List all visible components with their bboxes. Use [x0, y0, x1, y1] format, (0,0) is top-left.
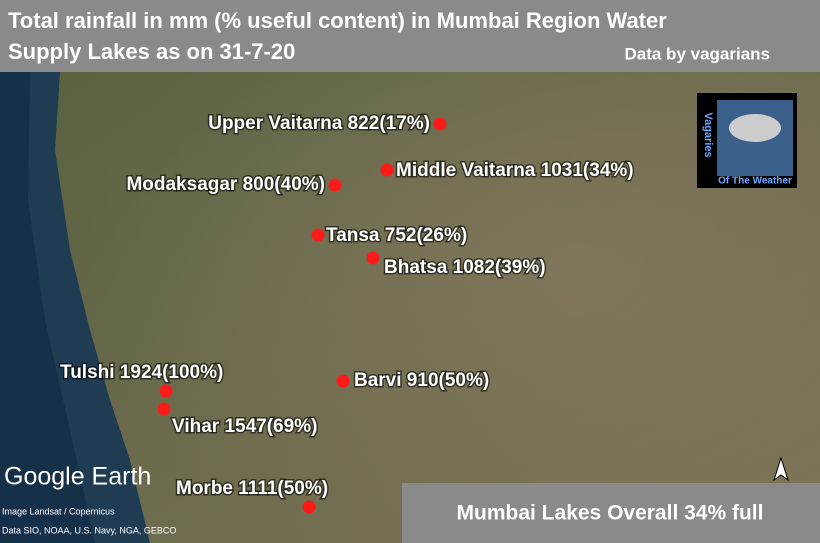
logo-text: Vagaries — [702, 112, 714, 157]
credit: Data by vagarians — [624, 44, 770, 63]
lake-label: Tansa 752(26%) — [326, 225, 467, 246]
lake-marker — [157, 402, 171, 416]
watermark-data: Data SIO, NOAA, U.S. Navy, NGA, GEBCO — [2, 525, 176, 535]
lake-marker — [311, 228, 325, 242]
watermark-brand: Google Earth — [4, 463, 151, 491]
watermark-imagery: Image Landsat / Copernicus — [2, 506, 115, 516]
lake-label: Vihar 1547(69%) — [172, 416, 317, 437]
deep-sea — [0, 72, 95, 543]
lake-label: Morbe 1111(50%) — [176, 478, 328, 499]
summary-box — [402, 483, 820, 543]
lake-marker — [366, 251, 380, 265]
lake-marker — [159, 384, 173, 398]
lake-label: Bhatsa 1082(39%) — [384, 257, 546, 278]
lake-marker — [328, 178, 342, 192]
logo-text: Of The Weather — [718, 176, 792, 187]
lake-label: Modaksagar 800(40%) — [126, 174, 325, 195]
lake-label: Barvi 910(50%) — [354, 370, 489, 391]
lake-marker — [336, 374, 350, 388]
lake-marker — [380, 163, 394, 177]
summary: Mumbai Lakes Overall 34% full — [457, 502, 764, 525]
lake-label: Middle Vaitarna 1031(34%) — [396, 160, 634, 181]
lake-label: Tulshi 1924(100%) — [60, 362, 223, 383]
north-arrow — [773, 456, 789, 482]
lake-marker — [302, 500, 316, 514]
logo: Vagaries Of The Weather — [697, 93, 797, 188]
lake-marker — [433, 117, 447, 131]
title-line: Supply Lakes as on 31-7-20 — [8, 39, 295, 64]
title-bar — [0, 0, 820, 72]
title-line: Total rainfall in mm (% useful content) … — [8, 8, 667, 33]
lake-label: Upper Vaitarna 822(17%) — [208, 113, 430, 134]
